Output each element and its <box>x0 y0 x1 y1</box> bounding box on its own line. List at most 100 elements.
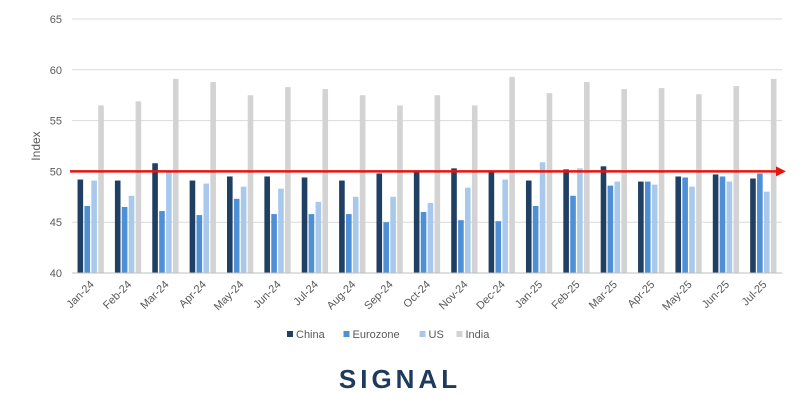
bar <box>689 186 695 273</box>
x-tick-label: May-25 <box>660 279 694 313</box>
x-tick-label: Dec-24 <box>474 279 508 313</box>
y-axis-label: Index <box>29 131 43 160</box>
bar <box>152 163 158 273</box>
bar <box>189 180 196 273</box>
bar <box>509 76 515 273</box>
bar <box>750 178 756 273</box>
bar <box>614 181 621 273</box>
bar <box>308 214 315 273</box>
bar <box>525 180 532 273</box>
bar <box>726 181 733 273</box>
x-tick-label: Feb-24 <box>101 279 134 312</box>
x-tick-label: Mar-25 <box>587 279 620 312</box>
bar <box>383 222 389 273</box>
bar <box>539 162 546 273</box>
bar <box>135 101 142 274</box>
legend-swatch <box>419 331 426 337</box>
bar <box>621 89 627 273</box>
y-tick-label: 60 <box>50 65 62 77</box>
bar <box>346 214 352 273</box>
y-tick-label: 50 <box>50 166 62 178</box>
x-tick-label: Jun-24 <box>251 279 283 311</box>
bar <box>675 176 682 273</box>
bar <box>247 95 254 273</box>
bar <box>322 89 329 273</box>
bar <box>339 180 345 273</box>
logo: SIGNAL <box>339 364 461 394</box>
bar <box>644 181 651 273</box>
bar <box>658 88 665 273</box>
bar <box>600 166 607 273</box>
x-tick-label: Feb-25 <box>549 279 582 312</box>
bar <box>233 198 240 273</box>
bar <box>114 180 121 273</box>
bar <box>390 196 396 273</box>
bar <box>352 196 359 273</box>
bar <box>682 177 688 273</box>
bar <box>451 168 457 273</box>
bar <box>763 191 770 273</box>
x-tick-label: Mar-24 <box>138 279 171 312</box>
legend-label: US <box>429 329 444 341</box>
bar <box>570 195 576 273</box>
bar <box>172 78 179 273</box>
bar <box>77 179 84 273</box>
bar <box>757 173 763 273</box>
bar <box>203 183 210 273</box>
bar <box>719 176 726 273</box>
bar <box>264 176 270 273</box>
bar <box>91 180 97 273</box>
bar <box>240 186 247 273</box>
x-tick-label: Jan-24 <box>65 279 97 311</box>
bar <box>458 220 464 273</box>
y-tick-label: 55 <box>50 116 62 128</box>
bar <box>166 172 172 273</box>
bar <box>488 170 495 273</box>
bar <box>651 184 658 273</box>
bar <box>376 173 383 273</box>
bar <box>471 105 478 273</box>
x-tick-label: Aug-24 <box>325 279 359 313</box>
bar <box>285 87 291 274</box>
bar <box>770 78 777 273</box>
x-tick-label: May-24 <box>212 279 246 313</box>
bar <box>397 105 403 273</box>
x-tick-label: Jul-24 <box>291 279 321 309</box>
x-tick-label: Apr-24 <box>177 279 209 311</box>
bar <box>278 188 284 273</box>
x-tick-label: Jul-25 <box>740 279 770 309</box>
bar <box>210 81 216 273</box>
bar <box>696 94 702 274</box>
x-tick-label: Sep-24 <box>362 279 396 313</box>
bar <box>413 170 420 273</box>
legend-swatch <box>343 331 350 337</box>
x-tick-label: Jan-25 <box>513 279 545 311</box>
bar <box>434 95 441 273</box>
y-tick-label: 40 <box>50 268 62 280</box>
bar <box>577 168 583 273</box>
bar <box>359 95 366 273</box>
x-tick-label: Nov-24 <box>437 279 471 313</box>
bar <box>128 195 135 273</box>
bar <box>271 214 277 273</box>
bar <box>301 177 308 273</box>
x-tick-label: Oct-24 <box>401 279 433 311</box>
bar <box>159 211 165 273</box>
bar <box>465 187 471 273</box>
bar <box>315 201 322 273</box>
bar <box>420 212 427 273</box>
bar <box>84 205 91 273</box>
bar <box>607 185 614 273</box>
bar <box>584 81 590 273</box>
bar <box>98 105 104 273</box>
legend-label: India <box>466 329 491 341</box>
x-tick-label: Jun-25 <box>700 279 732 311</box>
legend-label: Eurozone <box>353 329 400 341</box>
y-tick-label: 45 <box>50 217 62 229</box>
reference-arrow <box>776 166 786 177</box>
bar <box>502 179 508 273</box>
y-tick-label: 65 <box>50 14 62 26</box>
legend-swatch <box>287 331 293 337</box>
bar <box>532 205 539 273</box>
